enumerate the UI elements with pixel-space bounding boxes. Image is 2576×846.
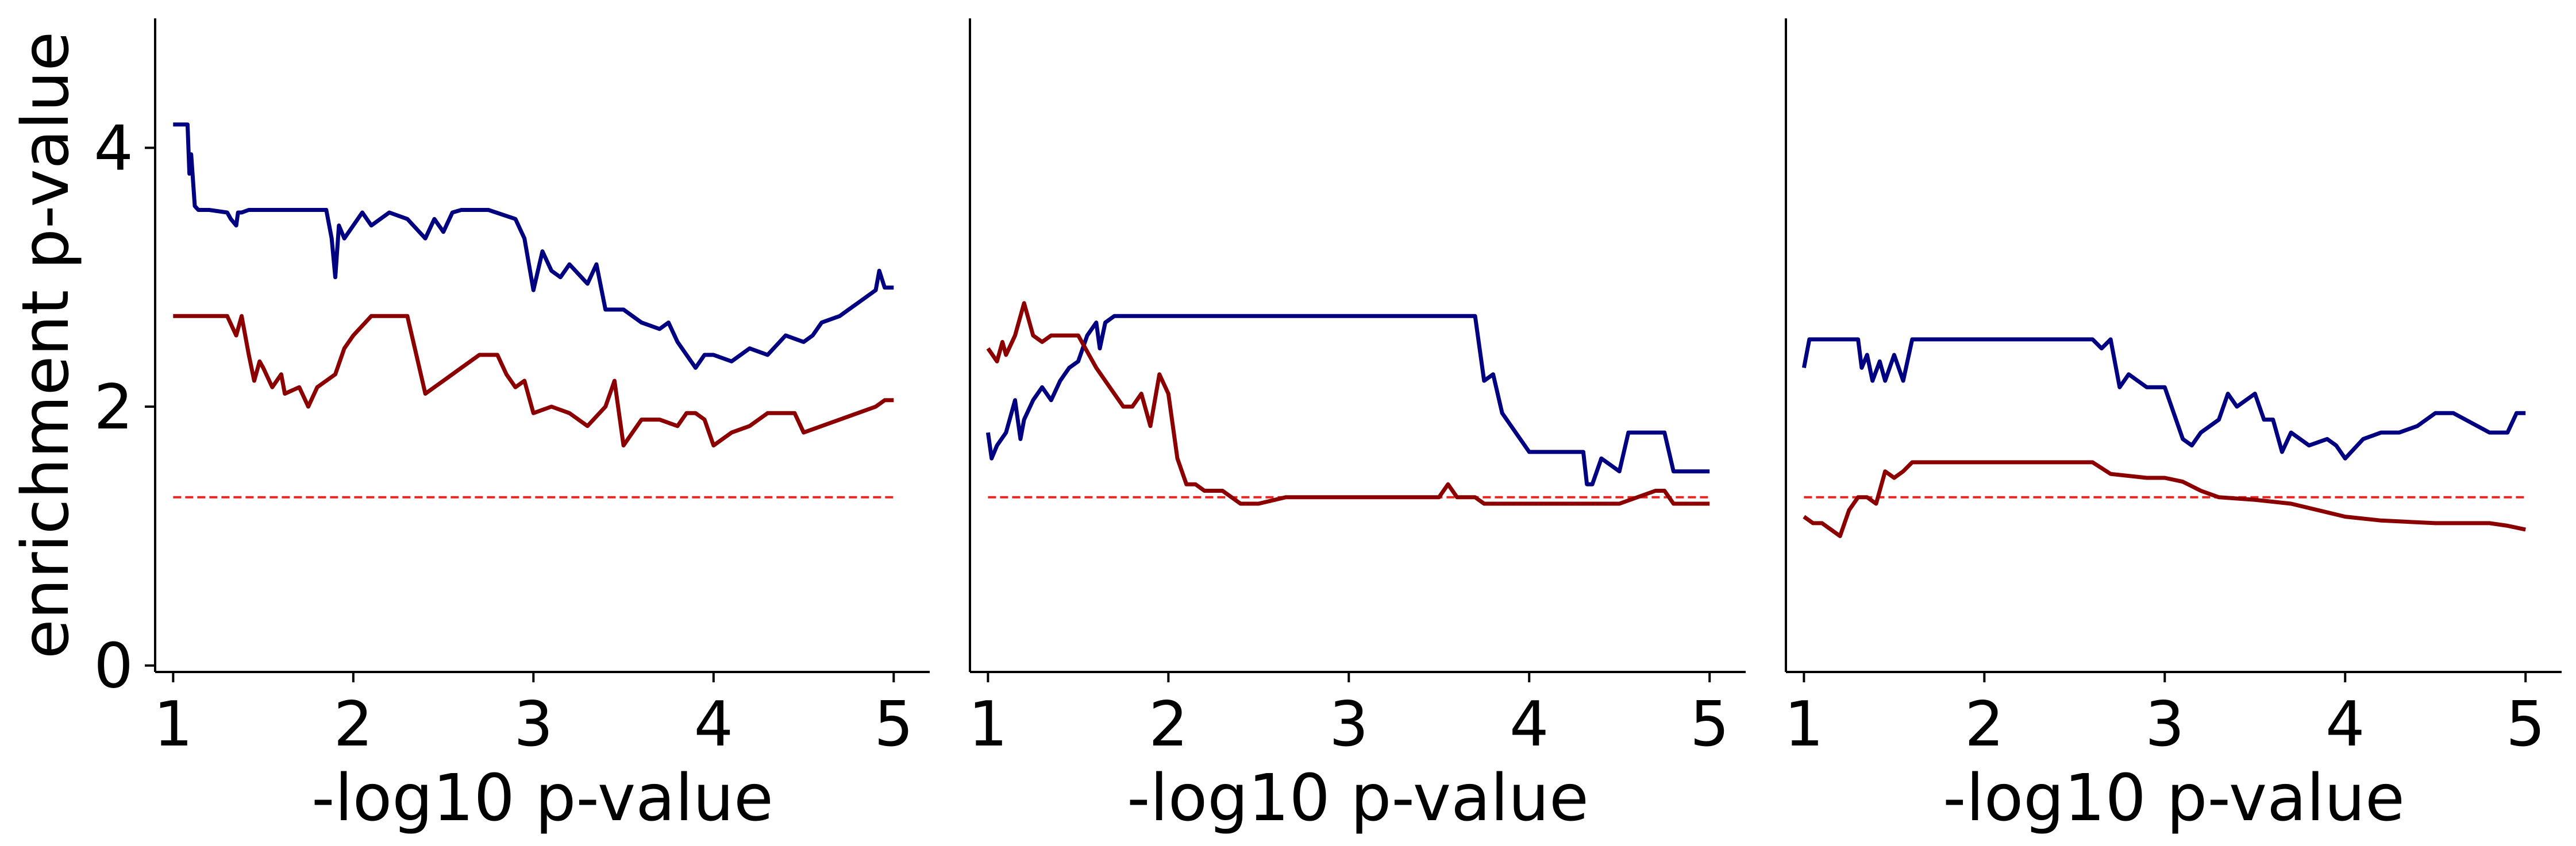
series-line-1: [1801, 337, 2526, 461]
x-tick-label: 2: [333, 689, 373, 760]
panel-2: 1 2 3 4 5 -log10 p-value: [968, 18, 1746, 836]
x-tick-label: 2: [1965, 689, 2004, 760]
x-tick-label: 5: [1690, 689, 1730, 760]
y-tick-label: 0: [94, 631, 133, 702]
x-axis-label: -log10 p-value: [1943, 761, 2405, 836]
series-line-2: [986, 301, 1710, 506]
x-axis-label: -log10 p-value: [311, 761, 773, 836]
x-tick-label: 3: [514, 689, 553, 760]
x-tick-label: 2: [1149, 689, 1188, 760]
x-tick-label: 4: [2325, 689, 2365, 760]
y-axis-label: enrichment p-value: [9, 32, 83, 659]
x-tick-label: 4: [1510, 689, 1549, 760]
x-tick-label: 3: [2145, 689, 2185, 760]
x-tick-label: 3: [1329, 689, 1369, 760]
series-line-2: [1803, 460, 2526, 538]
y-tick-label: 4: [94, 113, 133, 184]
x-tick-label: 4: [694, 689, 733, 760]
x-tick-label: 5: [2506, 689, 2546, 760]
panel-3: 1 2 3 4 5 -log10 p-value: [1784, 18, 2562, 836]
y-tick-label: 2: [94, 372, 133, 443]
x-axis-label: -log10 p-value: [1127, 761, 1589, 836]
x-tick-label: 1: [968, 689, 1008, 760]
x-tick-label: 5: [874, 689, 914, 760]
x-tick-label: 1: [1784, 689, 1824, 760]
series-line-2: [173, 314, 894, 448]
x-tick-label: 1: [153, 689, 193, 760]
series-line-1: [173, 122, 894, 370]
series-line-1: [985, 314, 1710, 486]
